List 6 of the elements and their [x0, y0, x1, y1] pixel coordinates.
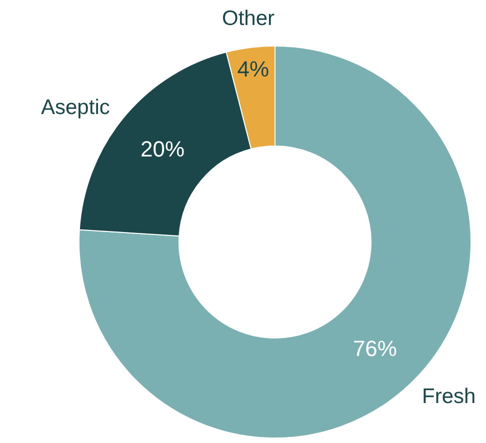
data-label: 4%: [237, 56, 270, 82]
data-label: 20%: [140, 136, 185, 162]
slice-label: Fresh: [422, 385, 476, 408]
slice-label: Other: [222, 7, 275, 30]
slice-label: Aseptic: [41, 96, 110, 119]
data-label: 76%: [352, 336, 397, 361]
